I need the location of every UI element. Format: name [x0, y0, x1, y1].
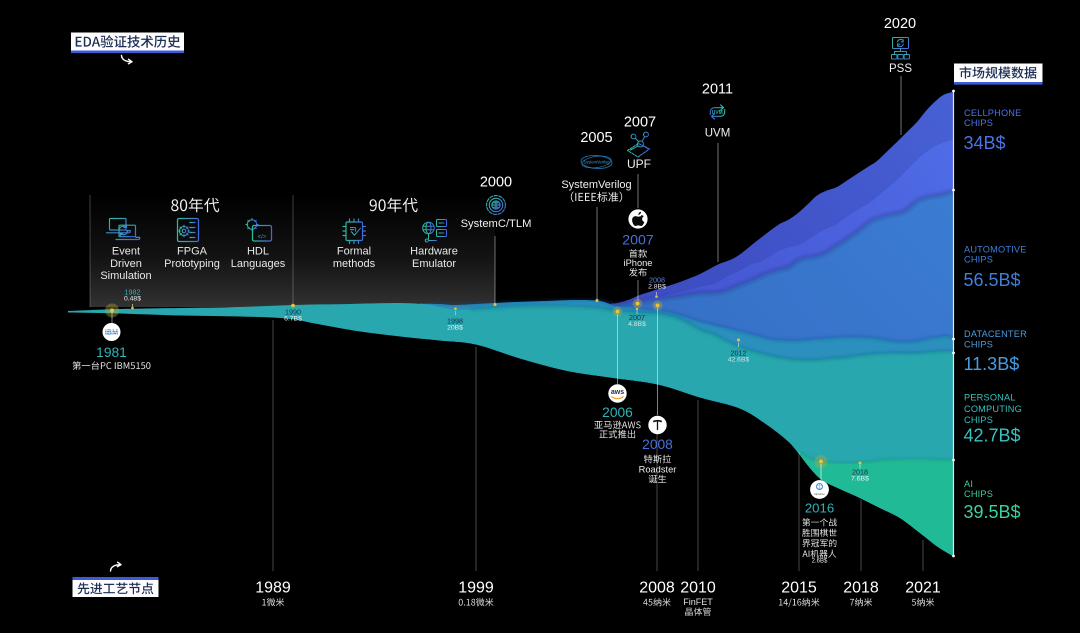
svg-text:Formal: Formal	[337, 246, 371, 258]
svg-text:</>: </>	[258, 235, 267, 241]
svg-text:2021: 2021	[905, 580, 941, 597]
svg-text:DATACENTER: DATACENTER	[964, 329, 1027, 339]
svg-text:2020: 2020	[884, 16, 916, 32]
svg-text:Roadster: Roadster	[639, 465, 677, 475]
svg-text:2018: 2018	[843, 580, 879, 597]
svg-text:iPhone: iPhone	[624, 258, 653, 268]
svg-text:CHIPS: CHIPS	[964, 415, 993, 425]
svg-text:2007: 2007	[622, 233, 654, 249]
svg-text:FPGA: FPGA	[177, 246, 208, 258]
svg-text:CHIPS: CHIPS	[964, 118, 993, 128]
svg-text:Hardware: Hardware	[410, 246, 458, 258]
svg-text:2007: 2007	[624, 115, 656, 131]
svg-text:AI: AI	[964, 479, 973, 489]
svg-text:1981: 1981	[96, 345, 127, 360]
svg-text:SystemC/TLM: SystemC/TLM	[461, 218, 532, 230]
svg-text:20B$: 20B$	[447, 324, 463, 331]
svg-text:0.48$: 0.48$	[124, 296, 141, 303]
svg-text:42.7B$: 42.7B$	[964, 426, 1021, 446]
svg-text:SystemVerilog: SystemVerilog	[561, 179, 631, 191]
svg-text:1998: 1998	[447, 317, 463, 326]
svg-text:UVM: UVM	[705, 127, 731, 139]
svg-text:IBM: IBM	[105, 328, 118, 337]
svg-text:2.6B$: 2.6B$	[812, 559, 828, 565]
svg-text:UPF: UPF	[627, 157, 651, 171]
svg-text:2015: 2015	[781, 580, 817, 597]
svg-text:1982: 1982	[125, 288, 141, 297]
svg-text:6.7B$: 6.7B$	[284, 315, 302, 322]
svg-text:Event: Event	[112, 246, 140, 258]
svg-text:PERSONAL: PERSONAL	[964, 393, 1016, 403]
svg-text:HDL: HDL	[247, 246, 269, 258]
svg-text:CHIPS: CHIPS	[964, 255, 993, 265]
svg-text:UVM: UVM	[712, 110, 723, 116]
svg-text:42.6B$: 42.6B$	[728, 356, 750, 363]
svg-text:SystemVerilog: SystemVerilog	[583, 160, 610, 165]
svg-text:2011: 2011	[702, 82, 733, 98]
svg-text:Prototyping: Prototyping	[164, 258, 220, 270]
svg-text:Emulator: Emulator	[412, 258, 456, 270]
svg-text:11.3B$: 11.3B$	[964, 354, 1020, 374]
svg-text:CELLPHONE: CELLPHONE	[964, 108, 1021, 118]
svg-text:2008: 2008	[639, 580, 675, 597]
svg-text:Driven: Driven	[110, 258, 142, 270]
svg-text:7.6B$: 7.6B$	[851, 475, 869, 482]
svg-text:COMPUTING: COMPUTING	[964, 404, 1022, 414]
svg-text:56.5B$: 56.5B$	[964, 270, 1021, 290]
svg-text:39.5B$: 39.5B$	[964, 502, 1021, 522]
svg-text:2018: 2018	[852, 468, 868, 477]
svg-text:AlphaGo: AlphaGo	[814, 492, 825, 496]
svg-text:1999: 1999	[458, 580, 494, 597]
svg-text:34B$: 34B$	[964, 133, 1006, 153]
svg-text:AUTOMOTIVE: AUTOMOTIVE	[964, 245, 1027, 255]
svg-text:CHIPS: CHIPS	[964, 489, 993, 499]
svg-text:aws: aws	[611, 389, 624, 396]
svg-text:2008: 2008	[642, 437, 673, 452]
svg-text:FinFET: FinFET	[683, 597, 713, 607]
svg-text:2010: 2010	[680, 580, 716, 597]
svg-text:1989: 1989	[255, 580, 291, 597]
svg-text:2006: 2006	[602, 405, 633, 420]
svg-text:Simulation: Simulation	[100, 270, 151, 282]
svg-text:1990: 1990	[285, 308, 301, 317]
svg-text:2016: 2016	[805, 501, 834, 516]
svg-text:2.8B$: 2.8B$	[648, 283, 666, 290]
svg-text:2012: 2012	[731, 349, 747, 358]
svg-text:2008: 2008	[649, 276, 665, 285]
svg-text:CHIPS: CHIPS	[964, 339, 993, 349]
svg-text:methods: methods	[333, 258, 376, 270]
svg-text:2005: 2005	[580, 130, 612, 146]
svg-text:2007: 2007	[629, 313, 645, 322]
svg-text:Languages: Languages	[231, 258, 286, 270]
svg-text:PSS: PSS	[889, 63, 912, 75]
svg-text:2000: 2000	[480, 175, 512, 191]
svg-text:4.8B$: 4.8B$	[628, 321, 646, 328]
